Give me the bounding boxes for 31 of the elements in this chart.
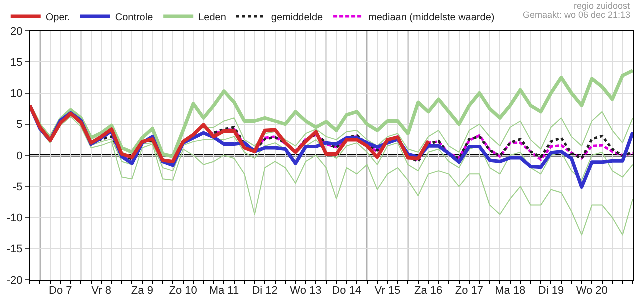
x-tick-label: Za 16 [414, 285, 443, 298]
y-tick-label: 10 [10, 88, 23, 100]
y-tick-label: -5 [13, 181, 23, 194]
x-tick-label: Ma 11 [209, 285, 240, 298]
legend-label: mediaan (middelste waarde) [368, 12, 495, 24]
x-tick-label: Di 19 [538, 285, 564, 298]
x-tick-label: Zo 10 [169, 285, 198, 298]
y-tick-label: -20 [6, 274, 23, 287]
x-tick-label: Do 7 [49, 285, 72, 298]
y-tick-label: 20 [10, 26, 23, 38]
x-tick-label: Wo 20 [576, 285, 608, 298]
x-tick-label: Vr 8 [92, 285, 112, 298]
x-tick-label: Zo 17 [455, 285, 484, 298]
legend-label: Controle [115, 12, 154, 24]
y-tick-label: 5 [16, 119, 23, 132]
line-series [30, 104, 430, 164]
text: regio zuidoost [574, 1, 631, 11]
legend-label: Oper. [46, 12, 70, 24]
legend-label: Leden [198, 12, 226, 24]
y-tick-label: -10 [6, 212, 23, 225]
x-tick-label: Ma 18 [495, 285, 526, 298]
text: Gemaakt: wo 06 dec 21:13 [523, 10, 631, 20]
y-tick-label: 15 [10, 56, 23, 69]
x-tick-label: Do 14 [332, 285, 362, 298]
y-tick-label: -15 [6, 244, 23, 256]
y-tick-label: 0 [16, 150, 23, 162]
x-tick-label: Wo 13 [290, 285, 322, 298]
legend-label: gemiddelde [271, 12, 324, 24]
x-tick-label: Di 12 [252, 285, 278, 298]
x-tick-label: Za 9 [131, 285, 154, 298]
x-tick-label: Vr 15 [374, 285, 401, 298]
